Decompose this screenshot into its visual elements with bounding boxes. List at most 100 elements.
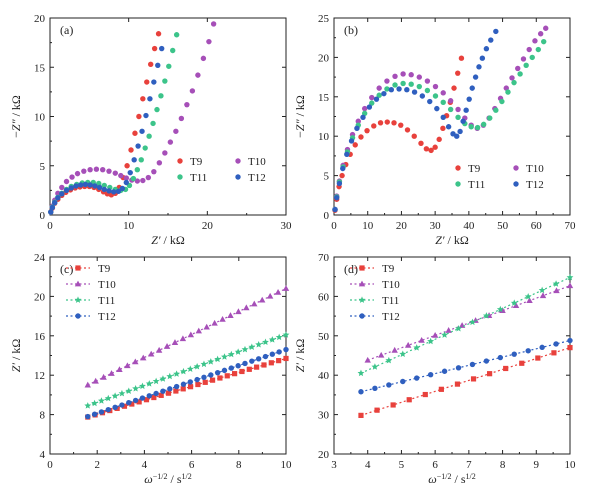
legend-label: T10 — [248, 156, 266, 168]
fit-line — [87, 357, 287, 418]
data-point — [282, 331, 290, 338]
y-axis-label: Z′ / kΩ — [9, 339, 23, 373]
data-point — [469, 85, 475, 91]
data-point — [376, 92, 382, 98]
data-point — [224, 373, 230, 379]
data-point — [511, 79, 517, 86]
data-point — [487, 371, 493, 377]
data-point — [91, 399, 99, 407]
series-T12 — [48, 45, 165, 215]
data-point — [87, 182, 93, 188]
data-point — [472, 74, 479, 80]
data-point — [532, 38, 538, 44]
y-tick-label: 25 — [318, 13, 330, 25]
data-point — [160, 388, 166, 394]
data-point — [143, 397, 150, 403]
data-point — [55, 190, 61, 197]
data-point — [483, 46, 490, 52]
legend-label: T10 — [526, 163, 544, 175]
data-point — [151, 394, 157, 401]
legend-marker — [75, 265, 81, 271]
x-tick-label: 5 — [399, 459, 405, 471]
data-point — [376, 85, 382, 91]
data-point — [537, 31, 544, 37]
data-point — [432, 93, 439, 99]
data-point — [339, 172, 345, 179]
legend-label: T11 — [468, 179, 485, 191]
data-point — [158, 93, 164, 99]
y-tick-label: 15 — [34, 62, 46, 74]
y-tick-label: 5 — [40, 161, 46, 173]
data-point — [132, 397, 139, 404]
data-point — [445, 124, 452, 130]
data-point — [166, 372, 174, 380]
data-point — [173, 388, 179, 394]
data-point — [48, 209, 54, 215]
plot-frame — [49, 256, 287, 455]
data-point — [384, 119, 390, 125]
data-point — [463, 107, 469, 113]
data-point — [63, 187, 70, 194]
data-point — [209, 377, 216, 383]
data-point — [101, 182, 107, 189]
data-point — [153, 390, 159, 397]
data-point — [418, 140, 424, 146]
data-point — [567, 345, 573, 351]
series-T11 — [84, 331, 290, 409]
data-point — [123, 179, 130, 186]
data-point — [361, 105, 368, 112]
chart-panel-b: 0 10 20 30 40 50 60 70 0 5 10 15 20 25 Z′ / kΩ −Z″ / kΩ… — [293, 13, 576, 247]
data-point — [254, 364, 260, 370]
y-tick-label: 40 — [318, 370, 330, 382]
data-point — [411, 133, 417, 139]
series-T9 — [85, 355, 289, 420]
y-tick-label: 20 — [318, 52, 330, 64]
data-point — [261, 362, 267, 368]
data-point — [100, 166, 106, 173]
data-point — [154, 106, 160, 113]
x-axis-label: ω−1/2 / s1/2 — [428, 472, 475, 487]
data-point — [482, 312, 490, 319]
data-point — [567, 337, 573, 344]
data-point — [332, 206, 338, 213]
data-point — [352, 142, 358, 148]
panel-label: (d) — [344, 262, 358, 276]
data-point — [206, 38, 212, 45]
x-tick-label: 10 — [281, 459, 293, 471]
data-point — [470, 376, 477, 382]
data-point — [455, 106, 461, 113]
data-point — [440, 99, 446, 106]
data-point — [129, 401, 135, 407]
data-point — [432, 83, 439, 90]
data-point — [87, 166, 93, 173]
data-point — [82, 181, 89, 188]
data-point — [483, 358, 490, 364]
data-point — [125, 387, 133, 394]
legend-marker — [358, 296, 366, 303]
data-point — [93, 166, 100, 172]
data-point — [202, 379, 208, 385]
legend-label: T10 — [98, 279, 116, 291]
data-point — [385, 356, 393, 364]
data-point — [268, 336, 276, 343]
data-point — [454, 133, 460, 139]
legend-label: T9 — [98, 263, 111, 275]
legend-marker — [513, 165, 519, 171]
data-point — [336, 180, 343, 187]
y-tick-label: 20 — [34, 13, 46, 25]
data-point — [106, 188, 112, 194]
data-point — [127, 169, 133, 176]
data-point — [189, 88, 196, 94]
data-point — [140, 96, 146, 102]
x-tick-label: 4 — [365, 459, 371, 471]
data-point — [139, 395, 146, 401]
data-point — [155, 62, 161, 68]
data-point — [92, 183, 98, 189]
data-point — [173, 370, 181, 377]
data-point — [399, 350, 407, 357]
data-point — [180, 367, 187, 375]
data-point — [136, 399, 142, 405]
data-point — [398, 122, 404, 128]
data-point — [118, 172, 124, 179]
x-tick-label: 6 — [432, 459, 438, 471]
